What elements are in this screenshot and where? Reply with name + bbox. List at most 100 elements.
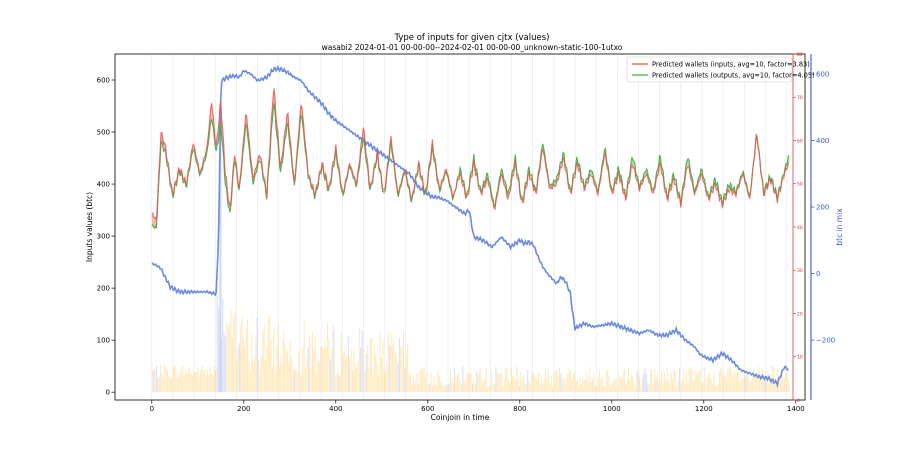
volume-bar xyxy=(611,381,613,393)
volume-bar xyxy=(204,369,206,393)
volume-bar xyxy=(354,362,356,393)
volume-bar xyxy=(670,372,672,393)
volume-bar xyxy=(333,330,336,393)
volume-bar xyxy=(713,370,715,393)
volume-bar xyxy=(712,382,714,393)
volume-bar xyxy=(680,382,682,393)
inner-tick-label: 50 xyxy=(797,182,803,188)
volume-bar xyxy=(155,365,158,393)
volume-bar xyxy=(600,379,602,393)
volume-bar xyxy=(282,330,284,393)
volume-bar xyxy=(506,367,508,393)
volume-bar xyxy=(284,341,286,393)
volume-bar xyxy=(721,371,723,393)
volume-bar xyxy=(488,386,490,393)
volume-bar xyxy=(267,318,269,393)
volume-bar xyxy=(523,374,525,393)
volume-bar xyxy=(459,379,461,393)
inner-tick-label: 20 xyxy=(797,311,803,317)
volume-bar xyxy=(492,383,494,393)
volume-bar xyxy=(226,322,228,393)
volume-bar xyxy=(623,369,625,393)
volume-bar xyxy=(274,373,276,393)
volume-bar xyxy=(742,378,744,393)
y-tick-label: 200 xyxy=(97,285,110,293)
volume-bar xyxy=(603,385,605,393)
volume-bar xyxy=(405,353,407,393)
volume-bar xyxy=(768,383,770,393)
volume-bar xyxy=(609,385,612,393)
volume-bar xyxy=(547,367,549,393)
volume-bar xyxy=(735,374,737,393)
volume-bar xyxy=(494,383,496,393)
volume-bar xyxy=(705,384,707,393)
volume-bar xyxy=(669,384,671,393)
y-tick-label: 500 xyxy=(97,129,110,137)
left-axis-label: Inputs values (btc) xyxy=(85,192,94,262)
y-tick-label: 600 xyxy=(97,77,110,85)
volume-bar xyxy=(575,381,577,393)
volume-bar xyxy=(757,366,759,393)
volume-bar xyxy=(619,375,621,393)
volume-bar xyxy=(430,373,432,393)
volume-bar xyxy=(615,379,617,393)
volume-bar xyxy=(673,369,675,393)
volume-bar xyxy=(195,372,198,393)
volume-bar xyxy=(291,358,293,393)
volume-bar xyxy=(698,371,700,393)
volume-bar xyxy=(782,377,784,393)
btc-in-mix-line xyxy=(151,64,789,389)
volume-bar xyxy=(408,374,410,393)
volume-bar xyxy=(786,373,788,393)
volume-bar xyxy=(608,376,610,393)
x-tick-label: 1000 xyxy=(603,405,621,413)
volume-bar xyxy=(190,372,192,393)
volume-bar xyxy=(245,327,247,393)
volume-bar xyxy=(625,383,627,393)
volume-bar xyxy=(714,385,716,393)
volume-bar xyxy=(636,369,638,393)
volume-bar xyxy=(487,386,489,393)
volume-bar xyxy=(571,379,573,393)
volume-bar xyxy=(774,378,776,393)
volume-bar xyxy=(369,338,371,393)
volume-bar xyxy=(759,370,761,393)
volume-bar xyxy=(215,369,217,393)
volume-bar xyxy=(747,376,750,393)
y-tick-label: 0 xyxy=(106,389,110,397)
volume-bar xyxy=(296,371,298,393)
plot-frame xyxy=(114,53,806,401)
volume-bar xyxy=(495,366,497,393)
volume-bar xyxy=(353,349,355,393)
inner-tick-label: 80 xyxy=(797,52,803,58)
volume-bar xyxy=(414,383,416,393)
volume-bar xyxy=(728,366,730,393)
volume-bar xyxy=(208,374,210,393)
volume-bar xyxy=(565,378,567,393)
volume-bar xyxy=(491,371,493,393)
volume-bar xyxy=(179,373,181,393)
volume-bar xyxy=(550,375,552,393)
volume-bar xyxy=(651,369,653,393)
volume-bar xyxy=(558,367,560,393)
volume-bar xyxy=(416,373,418,393)
volume-bar xyxy=(505,367,507,393)
volume-bar xyxy=(310,367,312,393)
volume-bar xyxy=(779,376,781,393)
volume-bar xyxy=(471,384,474,393)
volume-bar xyxy=(707,374,710,393)
volume-bar xyxy=(270,340,272,393)
volume-bar xyxy=(663,372,665,393)
volume-bar xyxy=(476,371,478,393)
volume-bar xyxy=(153,370,155,393)
volume-bar xyxy=(649,370,652,393)
volume-bar xyxy=(656,373,658,393)
volume-bar xyxy=(162,378,164,393)
volume-bar xyxy=(699,369,701,393)
volume-bar xyxy=(309,336,311,393)
volume-bar xyxy=(753,368,755,393)
volume-bar xyxy=(223,332,225,393)
volume-bar xyxy=(527,369,529,393)
volume-bar xyxy=(607,370,609,393)
volume-bar xyxy=(231,337,233,393)
